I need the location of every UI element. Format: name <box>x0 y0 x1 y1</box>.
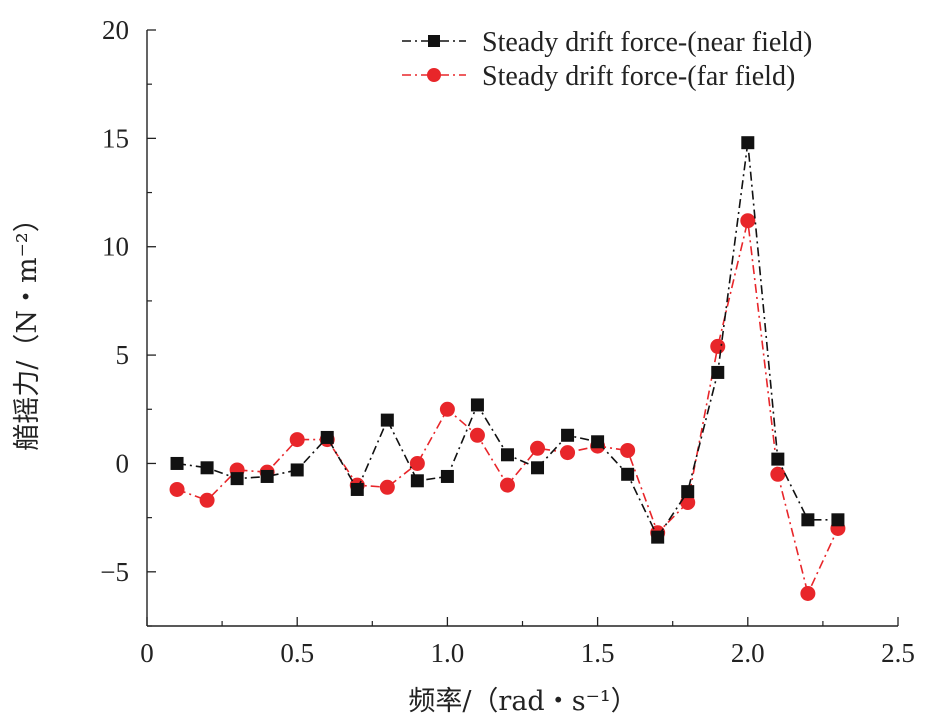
data-point-near-field <box>531 461 545 475</box>
data-point-near-field <box>200 461 214 475</box>
data-point-far-field <box>379 479 395 495</box>
legend-item-far-field: Steady drift force-(far field) <box>402 61 795 92</box>
legend-marker-far-field <box>427 68 441 82</box>
y-tick-label: 0 <box>116 448 130 478</box>
data-point-far-field <box>439 401 455 417</box>
x-tick-label: 2.0 <box>731 638 765 668</box>
data-point-near-field <box>320 430 334 444</box>
data-point-far-field <box>710 338 726 354</box>
data-point-far-field <box>800 585 816 601</box>
data-point-far-field <box>740 213 756 229</box>
data-point-near-field <box>591 435 605 449</box>
data-point-near-field <box>350 482 364 496</box>
data-point-near-field <box>500 448 514 462</box>
data-point-far-field <box>499 477 515 493</box>
x-tick-label: 1.0 <box>431 638 465 668</box>
series-near-field <box>170 136 845 544</box>
data-point-near-field <box>711 365 725 379</box>
data-point-near-field <box>470 398 484 412</box>
legend-item-near-field: Steady drift force-(near field) <box>402 27 812 58</box>
data-point-near-field <box>260 469 274 483</box>
data-point-far-field <box>199 492 215 508</box>
data-point-near-field <box>170 456 184 470</box>
series <box>169 136 846 601</box>
y-tick-label: 10 <box>102 232 129 262</box>
data-point-near-field <box>380 413 394 427</box>
ticks: 0 0.5 1.0 1.5 2.0 2.5 −5 0 5 10 15 20 <box>100 15 915 668</box>
data-point-near-field <box>410 474 424 488</box>
data-point-near-field <box>771 452 785 466</box>
series-line-far-field <box>176 220 839 596</box>
data-point-near-field <box>230 472 244 486</box>
data-point-far-field <box>620 442 636 458</box>
y-tick-label: −5 <box>100 557 129 587</box>
y-axis-title: 艏摇力/（N・m⁻²） <box>12 205 43 450</box>
y-tick-label: 20 <box>102 15 129 45</box>
series-far-field <box>169 213 846 601</box>
legend-marker-near-field <box>428 35 440 47</box>
data-point-far-field <box>680 494 696 510</box>
legend-label-near-field: Steady drift force-(near field) <box>482 27 812 58</box>
data-point-near-field <box>681 485 695 499</box>
x-axis-title: 频率/（rad・s⁻¹） <box>408 686 637 717</box>
x-tick-label: 1.5 <box>581 638 615 668</box>
data-point-far-field <box>169 481 185 497</box>
data-point-near-field <box>561 428 575 442</box>
data-point-far-field <box>770 466 786 482</box>
x-tick-label: 2.5 <box>881 638 915 668</box>
legend-label-far-field: Steady drift force-(far field) <box>482 61 795 92</box>
data-point-near-field <box>290 463 304 477</box>
data-point-near-field <box>621 467 635 481</box>
data-point-near-field <box>651 530 665 544</box>
data-point-near-field <box>831 513 845 527</box>
data-point-near-field <box>801 513 815 527</box>
data-point-near-field <box>440 469 454 483</box>
data-point-far-field <box>530 440 546 456</box>
legend: Steady drift force-(near field) Steady d… <box>402 27 812 92</box>
axes <box>146 30 898 627</box>
data-point-far-field <box>560 445 576 461</box>
y-tick-label: 15 <box>102 123 129 153</box>
data-point-far-field <box>289 432 305 448</box>
x-tick-label: 0 <box>140 638 154 668</box>
y-tick-label: 5 <box>116 340 130 370</box>
data-point-near-field <box>741 136 755 150</box>
data-point-far-field <box>469 427 485 443</box>
data-point-far-field <box>409 455 425 471</box>
x-tick-label: 0.5 <box>280 638 314 668</box>
